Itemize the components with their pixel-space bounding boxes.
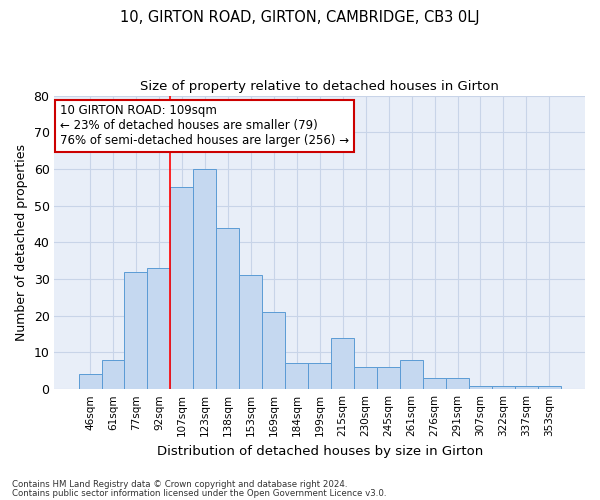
Bar [170,188,193,389]
Bar [377,367,400,389]
Bar [446,378,469,389]
Bar [285,364,308,389]
Bar [538,386,561,389]
Bar [217,228,239,389]
Y-axis label: Number of detached properties: Number of detached properties [15,144,28,341]
Bar [79,374,101,389]
Bar [515,386,538,389]
Bar [423,378,446,389]
Bar [239,276,262,389]
Text: 10, GIRTON ROAD, GIRTON, CAMBRIDGE, CB3 0LJ: 10, GIRTON ROAD, GIRTON, CAMBRIDGE, CB3 … [120,10,480,25]
Title: Size of property relative to detached houses in Girton: Size of property relative to detached ho… [140,80,499,93]
Bar [331,338,354,389]
Bar [354,367,377,389]
Bar [262,312,285,389]
Bar [148,268,170,389]
Bar [101,360,124,389]
Bar [124,272,148,389]
Bar [400,360,423,389]
X-axis label: Distribution of detached houses by size in Girton: Distribution of detached houses by size … [157,444,483,458]
Text: Contains HM Land Registry data © Crown copyright and database right 2024.: Contains HM Land Registry data © Crown c… [12,480,347,489]
Bar [308,364,331,389]
Text: Contains public sector information licensed under the Open Government Licence v3: Contains public sector information licen… [12,488,386,498]
Bar [492,386,515,389]
Bar [469,386,492,389]
Text: 10 GIRTON ROAD: 109sqm
← 23% of detached houses are smaller (79)
76% of semi-det: 10 GIRTON ROAD: 109sqm ← 23% of detached… [60,104,349,148]
Bar [193,169,217,389]
